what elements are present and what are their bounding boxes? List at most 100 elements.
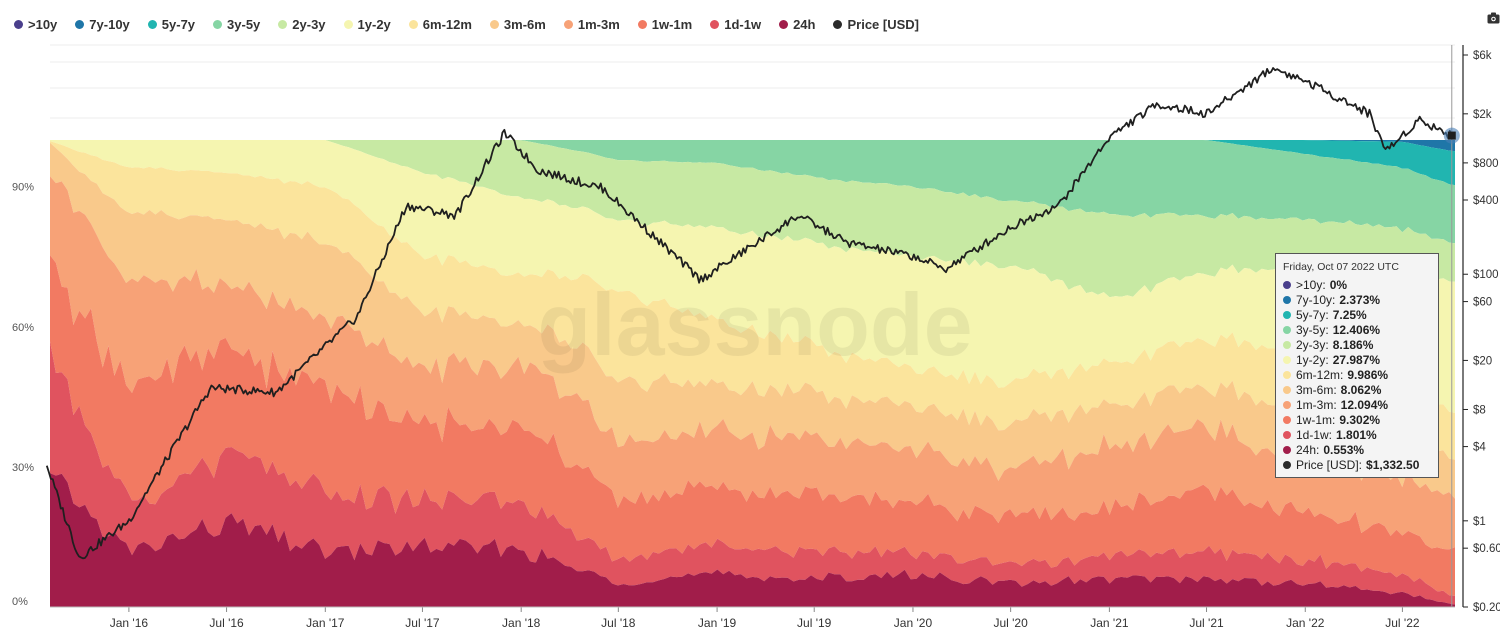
legend-marker <box>75 19 85 29</box>
legend-marker <box>833 19 843 29</box>
tooltip-label: Price [USD]: <box>1296 457 1363 472</box>
y-right-tick-label: $2k <box>1473 109 1492 121</box>
grid-lines <box>50 44 1455 119</box>
x-tick-label: Jul '21 <box>1189 616 1224 630</box>
area-1y-2y <box>50 140 1455 413</box>
legend-item-y1_2[interactable]: 1y-2y <box>343 16 391 32</box>
tooltip-row: 3y-5y: 12.406% <box>1283 322 1438 337</box>
tooltip-marker <box>1283 400 1291 409</box>
legend-marker <box>489 19 499 29</box>
tooltip-label: 24h: <box>1296 442 1320 457</box>
legend-label: 1d-1w <box>724 16 762 32</box>
area-1w-1m <box>50 255 1455 596</box>
legend-item-y3_5[interactable]: 3y-5y <box>213 17 260 32</box>
legend-marker <box>779 19 789 29</box>
tooltip-label: 7y-10y: <box>1296 292 1336 307</box>
camera-icon[interactable] <box>1487 12 1500 24</box>
x-tick-label: Jan '17 <box>306 616 345 630</box>
legend-item-y7_10[interactable]: 7y-10y <box>75 16 130 32</box>
tooltip-marker <box>1283 385 1291 394</box>
legend-label: 1y-2y <box>357 16 391 32</box>
tooltip-label: >10y: <box>1296 277 1326 292</box>
stacked-areas <box>50 140 1455 607</box>
tooltip-row: >10y: 0% <box>1283 277 1438 292</box>
tooltip-label: 5y-7y: <box>1296 307 1329 322</box>
tooltip-value: 12.094% <box>1340 397 1389 412</box>
legend-label: 1w-1m <box>651 16 693 32</box>
legend-label: 3m-6m <box>503 16 546 32</box>
tooltip: Friday, Oct 07 2022 UTC >10y: 0% 7y-10y: 2.… <box>1275 253 1439 478</box>
y-right-tick-label: $0.20 <box>1473 602 1500 614</box>
legend-label: Price [USD] <box>847 16 920 32</box>
tooltip-value: $1,332.50 <box>1366 457 1420 472</box>
y-right-tick-label: $800 <box>1473 158 1499 170</box>
legend-label: 2y-3y <box>292 16 326 32</box>
x-tick-label: Jul '17 <box>405 616 440 630</box>
legend-marker <box>14 19 23 29</box>
tooltip-marker <box>1283 280 1291 289</box>
legend-item-m1_3[interactable]: 1m-3m <box>563 17 620 32</box>
y-right-tick-label: $0.60 <box>1473 543 1500 555</box>
tooltip-marker <box>1283 370 1291 379</box>
tooltip-row: 1m-3m: 12.094% <box>1283 397 1438 412</box>
tooltip-value: 9.302% <box>1339 412 1381 427</box>
legend-marker <box>408 19 418 29</box>
legend-marker <box>637 19 647 29</box>
y-left-tick-label: 60% <box>12 322 34 334</box>
x-tick-label: Jan '19 <box>698 616 737 630</box>
tooltip-value: 8.062% <box>1340 382 1382 397</box>
y-right-tick-label: $60 <box>1473 297 1492 309</box>
y-right-tick-label: $6k <box>1473 50 1492 62</box>
x-tick-label: Jul '16 <box>209 616 244 630</box>
legend-label: 5y-7y <box>161 16 196 32</box>
legend-item-w1_m1[interactable]: 1w-1m <box>637 16 693 32</box>
area-1m-3m <box>50 176 1455 550</box>
tooltip-label: 6m-12m: <box>1296 367 1344 382</box>
legend-item-h24[interactable]: 24h <box>779 17 815 32</box>
tooltip-label: 2y-3y: <box>1296 337 1329 352</box>
x-tick-label: Jul '19 <box>797 616 832 630</box>
tooltip-row: 1y-2y: 27.987% <box>1283 352 1438 367</box>
tooltip-marker <box>1283 430 1291 439</box>
tooltip-value: 7.25% <box>1332 307 1367 322</box>
legend-label: 7y-10y <box>89 16 130 32</box>
tooltip-row: 3m-6m: 8.062% <box>1283 382 1438 397</box>
legend-item-y2_3[interactable]: 2y-3y <box>278 16 326 32</box>
tooltip-marker <box>1283 445 1291 454</box>
tooltip-row: 1w-1m: 9.302% <box>1283 412 1438 427</box>
tooltip-label: 1d-1w: <box>1296 427 1333 442</box>
y-left-tick-label: 90% <box>12 182 34 194</box>
legend-marker <box>563 19 573 29</box>
x-tick-label: Jan '16 <box>110 616 149 630</box>
tooltip-value: 0% <box>1329 277 1348 292</box>
legend-item-m3_6[interactable]: 3m-6m <box>489 16 546 32</box>
y-right-tick-label: $4 <box>1473 442 1486 454</box>
legend: >10y 7y-10y 5y-7y 3y-5y 2y-3y 1y-2y 6m-12m 3m-6… <box>14 14 937 34</box>
x-tick-label: Jul '18 <box>601 616 636 630</box>
tooltip-row: 2y-3y: 8.186% <box>1283 337 1438 352</box>
legend-item-price[interactable]: Price [USD] <box>833 17 919 32</box>
y-right-tick-label: $400 <box>1473 195 1499 207</box>
y-right-tick-label: $8 <box>1473 404 1486 416</box>
tooltip-date: Friday, Oct 07 2022 UTC <box>1283 261 1399 273</box>
legend-marker <box>343 19 353 29</box>
y-right-tick-label: $100 <box>1473 269 1499 281</box>
hover-marker-price <box>1447 131 1456 140</box>
x-tick-label: Jul '20 <box>993 616 1028 630</box>
legend-item-d1_w1[interactable]: 1d-1w <box>710 17 761 32</box>
tooltip-row: 5y-7y: 7.25% <box>1283 307 1438 322</box>
tooltip-row: 24h: 0.553% <box>1283 442 1438 457</box>
legend-item-gt10y[interactable]: >10y <box>14 17 57 32</box>
legend-item-y5_7[interactable]: 5y-7y <box>147 16 196 32</box>
tooltip-marker <box>1283 415 1291 424</box>
tooltip-marker <box>1283 340 1291 349</box>
tooltip-value: 8.186% <box>1332 337 1374 352</box>
legend-label: 24h <box>793 16 816 32</box>
legend-label: 6m-12m <box>422 16 472 32</box>
legend-item-m6_12[interactable]: 6m-12m <box>408 16 472 32</box>
watermark: glassnode <box>537 275 972 374</box>
tooltip-row: Price [USD]: $1,332.50 <box>1283 457 1438 472</box>
tooltip-marker <box>1283 310 1291 319</box>
tooltip-marker <box>1283 295 1291 304</box>
